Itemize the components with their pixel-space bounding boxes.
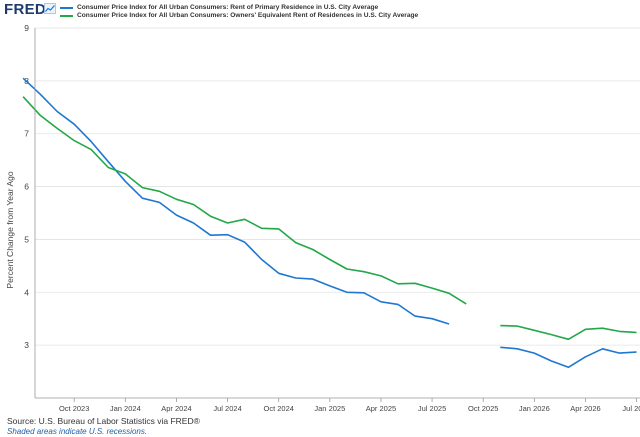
x-tick-label: Jan 2024 [110,404,141,413]
x-tick-label: Jul 2025 [418,404,446,413]
x-tick-label: Jan 2026 [519,404,550,413]
series-oer-line-segment-2[interactable] [500,324,637,341]
legend-label-oer: Consumer Price Index for All Urban Consu… [77,12,419,19]
legend-label-rent: Consumer Price Index for All Urban Consu… [77,4,379,11]
fred-logo[interactable]: FRED [4,1,47,18]
x-tick-label: Jul 2024 [213,404,241,413]
y-tick-label: 3 [24,340,29,350]
source-note: Source: U.S. Bureau of Labor Statistics … [7,416,200,426]
legend-swatch-oer [60,14,73,17]
chart-header: FRED Consumer Price Index for All Urban … [0,0,640,22]
legend-item-rent[interactable]: Consumer Price Index for All Urban Consu… [60,3,378,12]
x-tick-label: Oct 2025 [468,404,498,413]
y-tick-label: 6 [24,182,29,192]
y-tick-label: 9 [24,23,29,33]
series-rent-line-segment-2[interactable] [500,346,637,369]
x-axis-ticks: Oct 2023 Jan 2024 Apr 2024 Jul 2024 Oct 2024… [59,398,640,413]
x-tick-label: Apr 2025 [366,404,396,413]
x-tick-label: Apr 2024 [161,404,191,413]
x-tick-label: Jul 2026 [622,404,640,413]
legend-swatch-rent [60,6,73,9]
y-tick-label: 7 [24,129,29,139]
x-tick-label: Apr 2026 [570,404,600,413]
line-chart-icon [44,3,56,14]
x-tick-label: Oct 2023 [59,404,89,413]
y-tick-label: 5 [24,234,29,244]
grid-lines [35,27,640,346]
y-tick-label: 4 [24,287,29,297]
series-rent-line-segment-1[interactable] [22,77,450,325]
legend-item-oer[interactable]: Consumer Price Index for All Urban Consu… [60,11,418,20]
x-tick-label: Oct 2024 [263,404,293,413]
series-oer-line-segment-1[interactable] [22,96,467,305]
y-axis-label: Percent Change from Year Ago [5,171,15,288]
series-lines [22,77,637,369]
recession-note: Shaded areas indicate U.S. recessions. [7,427,148,436]
x-tick-label: Jan 2025 [314,404,345,413]
